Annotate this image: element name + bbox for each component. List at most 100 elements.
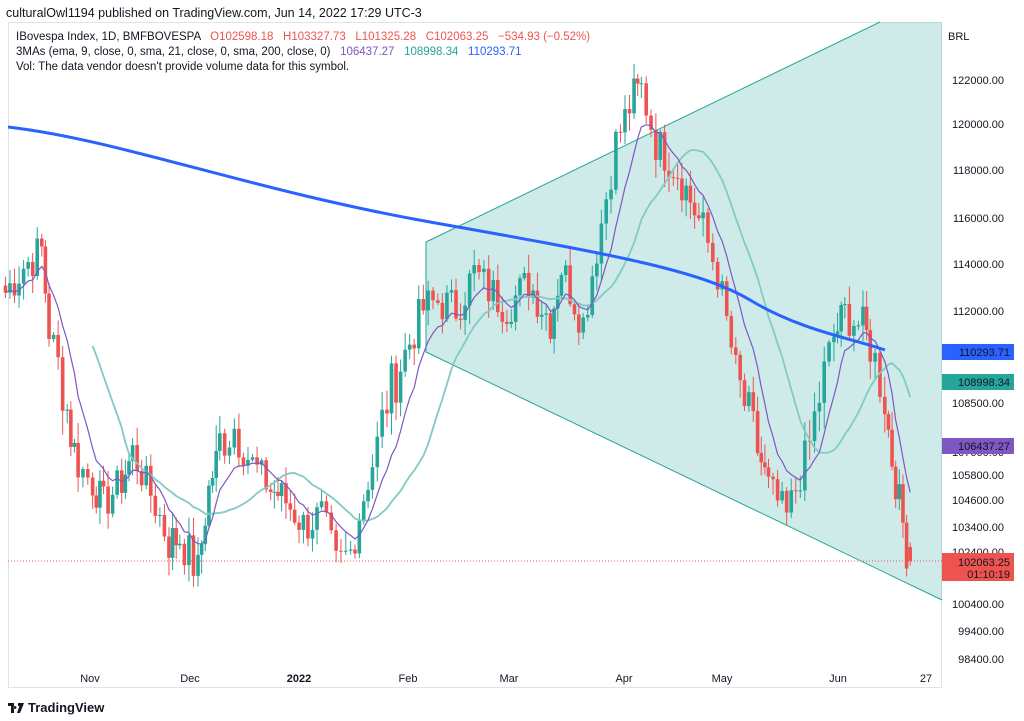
candle-down	[284, 483, 288, 504]
candle-up	[319, 501, 324, 508]
candle-up	[51, 334, 56, 339]
candle-down	[793, 490, 798, 492]
candle-down	[237, 428, 241, 458]
candle-up	[370, 467, 375, 490]
candle-up	[590, 276, 595, 315]
candle-down	[568, 265, 572, 305]
candle-up	[72, 442, 77, 447]
candle-down	[878, 352, 882, 397]
candle-up	[199, 544, 204, 555]
y-tick-label: 114000.00	[953, 259, 1004, 271]
candle-down	[627, 109, 632, 114]
candle-up	[310, 529, 315, 539]
candle-up	[632, 78, 636, 114]
y-tick-label: 103400.00	[952, 522, 1004, 534]
last-price-text: 102063.25	[958, 557, 1010, 569]
candle-up	[380, 409, 384, 437]
candle-down	[675, 177, 680, 179]
candle-up	[416, 299, 421, 349]
candle-down	[706, 212, 710, 243]
candle-up	[604, 199, 609, 224]
candle-down	[268, 489, 273, 492]
symbol-name[interactable]: IBovespa Index, 1D, BMFBOVESPA	[16, 31, 201, 43]
candle-up	[301, 514, 306, 530]
candle-down	[436, 300, 440, 303]
candle-up	[843, 303, 847, 306]
candle-down	[440, 302, 445, 320]
x-tick-label: Mar	[500, 673, 519, 685]
candle-up	[835, 331, 840, 337]
channel-lower-line	[425, 351, 943, 601]
candle-down	[771, 476, 775, 480]
candle-up	[98, 480, 102, 508]
candle-down	[153, 495, 158, 516]
candle-down	[688, 185, 693, 203]
x-tick-label: Nov	[80, 673, 100, 685]
candle-up	[472, 265, 476, 274]
candle-up	[110, 494, 115, 514]
candle-up	[522, 272, 527, 279]
candle-up	[491, 279, 496, 302]
candle-down	[191, 535, 196, 576]
candle-down	[618, 131, 623, 133]
candle-up	[623, 109, 627, 133]
candle-down	[101, 480, 106, 487]
tradingview-logo-icon	[8, 702, 24, 713]
candle-up	[203, 525, 208, 545]
candle-down	[496, 279, 500, 313]
candle-up	[789, 490, 794, 513]
candle-down	[288, 503, 293, 510]
chart-frame[interactable]	[8, 22, 942, 688]
candle-up	[518, 278, 522, 296]
candle-down	[56, 334, 60, 358]
candle-up	[65, 409, 70, 411]
candle-down	[535, 290, 540, 317]
candle-up	[852, 325, 856, 336]
candle-down	[486, 268, 491, 302]
candle-up	[279, 483, 284, 497]
candle-up	[581, 317, 585, 333]
price-label-text: 110293.71	[959, 347, 1010, 359]
x-tick-label: Feb	[399, 673, 418, 685]
price-label-text: 106437.27	[958, 441, 1010, 453]
candle-down	[421, 299, 426, 311]
candle-up	[544, 313, 548, 315]
candle-down	[60, 357, 65, 411]
candle-up	[214, 450, 218, 478]
candle-down	[654, 129, 658, 160]
price-label-box	[942, 374, 1014, 390]
y-tick-label: 120000.00	[952, 119, 1004, 131]
x-tick-label: 27	[920, 673, 932, 685]
candle-down	[431, 290, 435, 301]
candle-down	[667, 170, 671, 178]
candle-up	[614, 131, 618, 190]
bar-countdown-text: 01:10:19	[967, 569, 1010, 581]
candle-down	[241, 457, 246, 466]
candle-down	[500, 312, 505, 322]
candle-down	[715, 261, 720, 290]
candle-down	[901, 484, 905, 523]
candle-up	[196, 554, 200, 576]
candle-up	[585, 314, 590, 318]
candle-down	[671, 177, 676, 179]
candle-down	[139, 471, 144, 486]
candle-up	[187, 535, 191, 566]
candle-up	[170, 528, 175, 558]
footer-brand[interactable]: TradingView	[8, 700, 104, 715]
candle-up	[123, 474, 128, 493]
x-tick-label: May	[712, 673, 733, 685]
candle-down	[276, 491, 280, 497]
candle-up	[827, 342, 831, 362]
candle-down	[394, 363, 398, 403]
candle-down	[264, 460, 268, 490]
candle-up	[81, 469, 85, 478]
candle-down	[890, 429, 894, 467]
ma-sma21-value: 108998.34	[404, 46, 459, 58]
candle-up	[357, 520, 362, 554]
candle-down	[43, 246, 48, 294]
candle-down	[167, 536, 171, 558]
ma-sma200-value: 110293.71	[468, 46, 522, 58]
ma-label[interactable]: 3MAs (ema, 9, close, 0, sma, 21, close, …	[16, 46, 331, 58]
candle-up	[315, 507, 319, 530]
